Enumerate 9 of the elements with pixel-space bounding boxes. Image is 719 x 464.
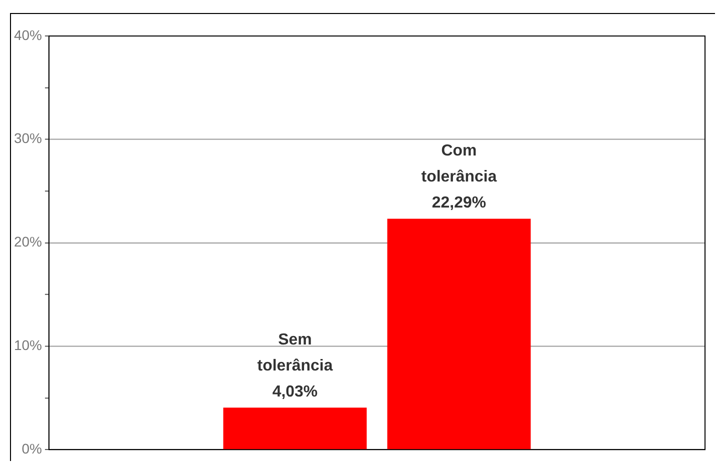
y-tick-label: 10%	[14, 337, 42, 354]
x-tick-label: Com tolerância	[421, 142, 497, 186]
data-label: 22,29%	[432, 194, 486, 212]
data-label: 4,03%	[272, 383, 318, 400]
y-tick-label: 30%	[14, 130, 42, 146]
y-tick-label: 20%	[14, 234, 42, 250]
y-tick-label: 40%	[14, 26, 42, 43]
y-tick-label: 0%	[22, 440, 42, 456]
x-tick-label: Sem tolerância	[257, 332, 333, 374]
